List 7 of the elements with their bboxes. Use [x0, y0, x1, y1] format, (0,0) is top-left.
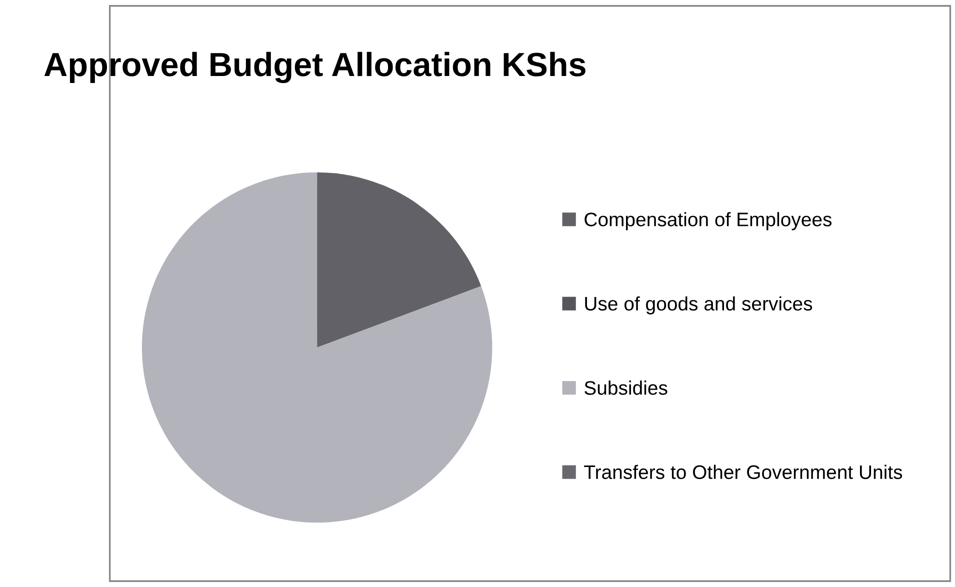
legend-label: Subsidies: [584, 380, 668, 395]
pie-slice: [142, 172, 492, 523]
legend-label: Compensation of Employees: [584, 212, 832, 230]
legend-label: Use of goods and services: [585, 296, 812, 314]
legend-label: Transfers to Other Government Units: [584, 464, 902, 480]
pie-slice: [317, 172, 482, 348]
chart-title: Approved Budget Allocation KShs: [44, 52, 586, 84]
